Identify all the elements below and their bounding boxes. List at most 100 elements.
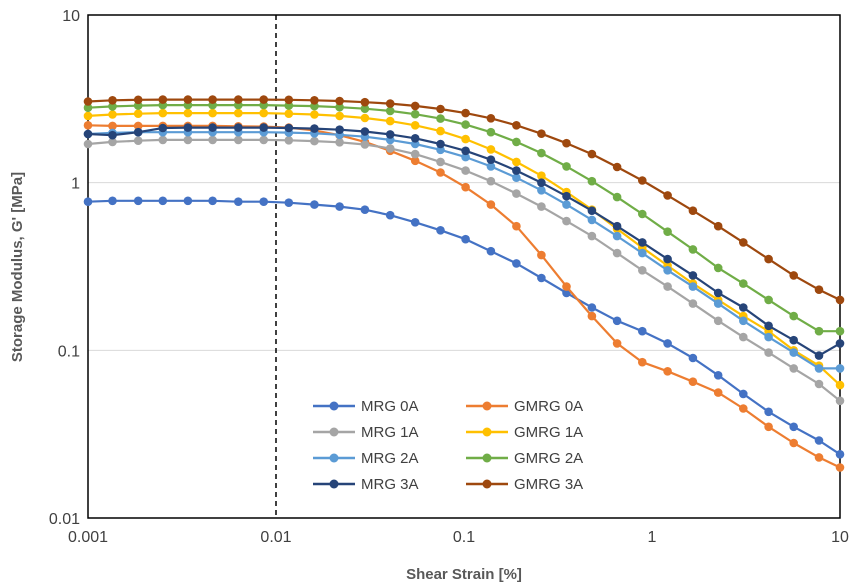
legend-label: MRG 2A (361, 450, 419, 467)
legend-label: MRG 0A (361, 398, 419, 415)
data-point (612, 221, 622, 231)
y-tick-label-1: 0.1 (58, 343, 80, 360)
data-point (158, 108, 168, 118)
data-point (436, 104, 445, 114)
data-point (739, 332, 748, 342)
legend-item-gmrg-3a: GMRG 3A (466, 476, 583, 493)
data-point (713, 388, 723, 397)
legend-item-gmrg-2a: GMRG 2A (466, 450, 583, 467)
gridlines (88, 182, 840, 351)
data-point (360, 205, 370, 214)
data-point (713, 316, 723, 326)
data-point (208, 135, 217, 145)
data-point (835, 364, 845, 373)
data-point (410, 121, 420, 130)
data-point (208, 95, 217, 104)
data-point (638, 209, 647, 219)
data-point (663, 254, 672, 264)
data-point (234, 95, 243, 104)
data-point (562, 216, 571, 226)
y-tick-labels: 0.01 0.1 1 10 (49, 8, 80, 528)
x-tick-label-0: 0.001 (68, 529, 108, 546)
data-point (335, 138, 344, 147)
data-point (663, 367, 672, 376)
data-point (410, 109, 420, 119)
data-point (587, 231, 597, 241)
data-point (133, 136, 143, 145)
data-point (512, 189, 521, 198)
data-point (638, 266, 647, 275)
data-point (183, 95, 193, 104)
data-point (310, 96, 319, 105)
data-point (512, 166, 521, 175)
legend-item-gmrg-1a: GMRG 1A (466, 424, 583, 441)
legend-swatch-marker (329, 401, 339, 411)
data-point (385, 130, 395, 139)
legend-swatch-marker (482, 479, 492, 489)
data-point (764, 332, 773, 342)
data-point (764, 321, 773, 331)
data-point (108, 130, 117, 140)
data-point (688, 271, 698, 280)
data-point (789, 348, 798, 357)
data-point (259, 123, 269, 132)
data-point (713, 371, 723, 380)
data-point (436, 226, 445, 235)
data-point (133, 109, 143, 118)
legend-swatch-marker (482, 427, 492, 437)
x-tick-label-1: 0.01 (260, 529, 291, 546)
data-point (486, 127, 496, 137)
data-point (764, 422, 773, 432)
data-point (663, 227, 672, 236)
legend-swatch-marker (329, 427, 339, 437)
legend-swatch-marker (329, 479, 339, 489)
data-point (512, 137, 521, 147)
legend-item-mrg-3a: MRG 3A (313, 476, 419, 493)
data-point (208, 123, 217, 132)
data-point (284, 136, 294, 145)
data-point (234, 197, 243, 206)
data-point (108, 196, 117, 206)
data-point (436, 139, 445, 149)
legend-label: MRG 1A (361, 424, 419, 441)
data-point (739, 303, 748, 312)
data-point (764, 295, 773, 305)
y-tick-label-3: 10 (62, 8, 80, 25)
data-point (234, 123, 243, 132)
data-point (208, 196, 217, 206)
data-point (208, 108, 217, 118)
legend-swatch-marker (329, 453, 339, 463)
data-point (764, 348, 773, 357)
x-tick-label-2: 0.1 (453, 529, 475, 546)
data-point (234, 135, 243, 145)
data-point (284, 123, 294, 133)
data-point (537, 178, 546, 187)
data-point (183, 123, 193, 132)
legend-swatch-marker (482, 453, 492, 463)
data-point (739, 316, 748, 326)
data-point (259, 95, 269, 104)
data-point (612, 192, 622, 202)
data-point (713, 288, 723, 298)
series-mrg-1a (83, 135, 845, 406)
data-point (814, 453, 824, 462)
data-point (83, 139, 93, 149)
series-mrg-2a (83, 127, 845, 373)
data-point (835, 450, 845, 459)
data-point (537, 148, 546, 158)
data-point (385, 144, 395, 153)
series-mrg-0a (83, 196, 845, 459)
data-point (789, 364, 798, 373)
legend-label: GMRG 0A (514, 398, 583, 415)
data-point (814, 436, 824, 445)
data-point (385, 106, 395, 116)
data-point (789, 422, 798, 432)
data-point (461, 152, 470, 162)
x-tick-label-4: 10 (831, 529, 849, 546)
data-point (739, 404, 748, 413)
data-point (284, 109, 294, 118)
data-point (436, 114, 445, 123)
data-point (410, 156, 420, 166)
legend-item-gmrg-0a: GMRG 0A (466, 398, 583, 415)
data-point (183, 196, 193, 206)
